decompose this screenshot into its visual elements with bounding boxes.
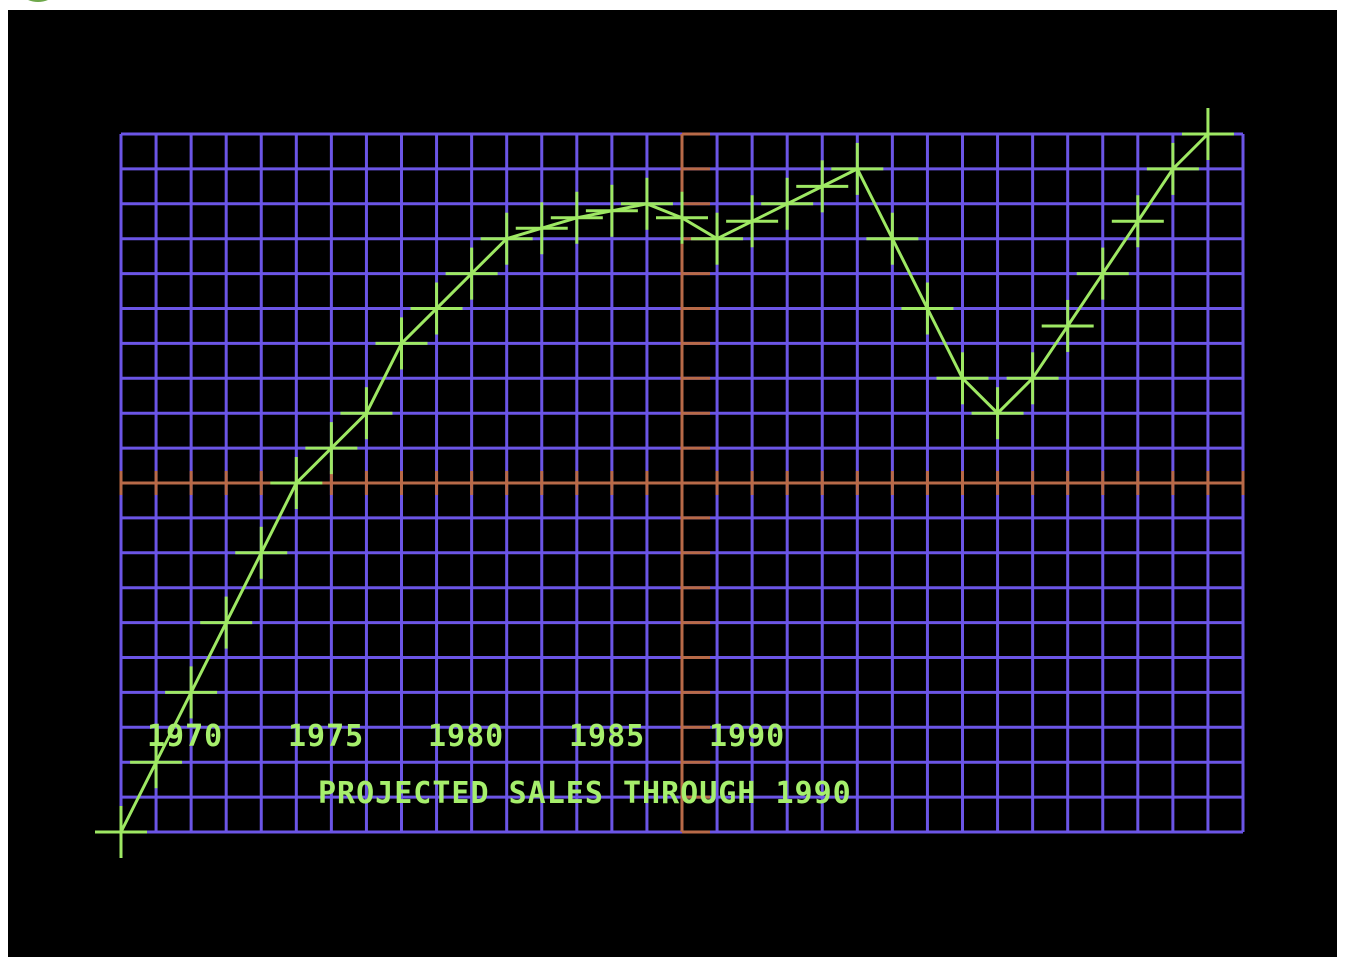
data-point [1041,299,1094,352]
data-point [375,317,428,370]
data-point [901,282,954,335]
data-point [1006,352,1059,405]
data-point [971,387,1024,440]
data-point [761,177,814,230]
data-point [1146,142,1199,195]
chart-title: PROJECTED SALES THROUGH 1990 [318,776,852,811]
data-point [1076,247,1129,300]
data-point [165,666,218,719]
data-point [796,160,849,213]
data-point [726,195,779,248]
data-point [585,184,638,237]
data-point [656,191,708,244]
x-tick-label: 1970 [147,719,223,754]
x-tick-label: 1985 [569,719,645,754]
data-point [866,212,919,265]
data-point [691,212,744,265]
x-tick-label: 1990 [709,719,785,754]
series-line [119,132,1209,833]
data-point [550,191,603,244]
chart-text: 1970 1975 1980 1985 1990 PROJECTED SALES… [147,719,852,811]
data-point [620,177,673,230]
green-circle-icon [0,0,90,10]
data-point [95,806,147,858]
data-point [831,142,884,195]
data-point [410,282,463,335]
data-point [270,457,323,509]
chart-series [95,108,1234,858]
data-point [480,212,533,265]
x-tick-label: 1975 [288,719,364,754]
data-point [515,202,568,255]
data-point [200,596,253,649]
data-point [1181,108,1234,160]
data-point [305,422,358,475]
data-point [1111,195,1164,248]
data-point [235,526,288,579]
data-point [340,387,393,440]
x-tick-label: 1980 [428,719,504,754]
data-point [130,736,183,789]
data-point [936,352,989,405]
data-point [445,247,498,300]
